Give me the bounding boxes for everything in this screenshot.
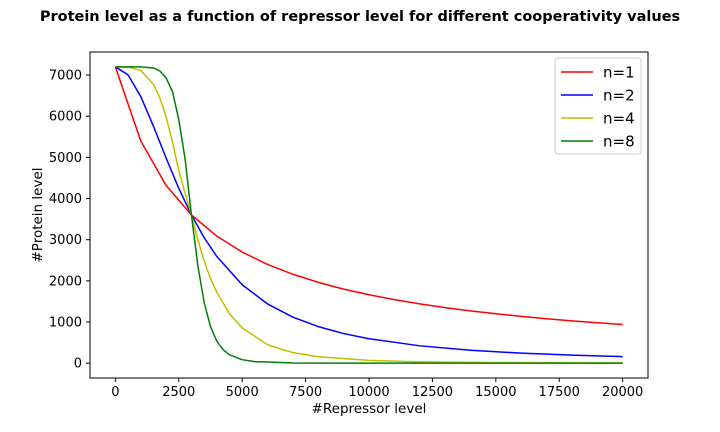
y-tick-label: 6000 [49,110,82,125]
series-line-n2 [114,66,623,358]
series-line-n1 [114,66,623,326]
legend-box [554,57,642,155]
chart-title: Protein level as a function of repressor… [40,9,680,25]
y-tick-label: 3000 [49,233,82,248]
x-tick-label: 10000 [348,385,389,400]
x-tick-label: 12500 [412,385,453,400]
series-line-n8 [115,66,623,364]
series-lines [114,66,623,364]
y-tick-label: 0 [74,357,82,372]
x-tick-label: 17500 [539,385,580,400]
x-tick-label: 7500 [289,385,322,400]
x-tick-label: 2500 [162,385,195,400]
x-tick-label: 15000 [475,385,516,400]
legend-label: n=2 [603,87,635,105]
y-axis: 0 1000 2000 3000 4000 5000 6000 7000 [49,69,90,372]
y-tick-label: 5000 [49,151,82,166]
legend: n=1 n=2 n=4 n=8 [554,57,642,155]
legend-label: n=4 [603,110,635,128]
y-tick-label: 4000 [49,192,82,207]
y-tick-label: 2000 [49,274,82,289]
y-tick-label: 7000 [49,69,82,84]
legend-label: n=1 [603,64,635,82]
y-tick-label: 1000 [49,316,82,331]
x-axis: 0 2500 5000 7500 10000 12500 15000 17500 20000 [111,378,643,400]
legend-label: n=8 [603,133,635,151]
x-tick-label: 20000 [602,385,643,400]
x-tick-label: 0 [111,385,119,400]
x-axis-label: #Repressor level [312,401,427,417]
series-line-n4 [115,66,623,364]
x-tick-label: 5000 [226,385,259,400]
y-axis-label: #Protein level [30,167,46,262]
